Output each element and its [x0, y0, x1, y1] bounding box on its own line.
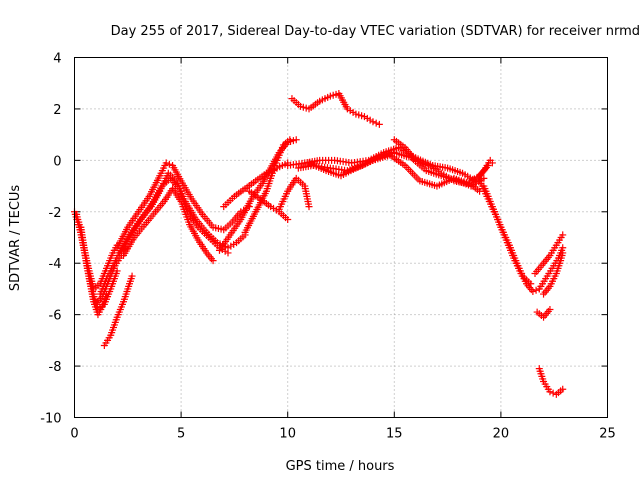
data-point: [527, 280, 535, 288]
data-point: [559, 249, 567, 257]
data-point: [102, 290, 110, 298]
data-point: [488, 159, 496, 167]
y-tick-label: -8: [49, 360, 62, 375]
data-point: [224, 249, 232, 257]
data-point: [559, 385, 567, 393]
data-point: [292, 136, 300, 144]
data-point: [546, 388, 554, 396]
data-point: [532, 286, 540, 294]
y-tick-label: -2: [49, 206, 62, 221]
x-tick-label: 10: [279, 427, 296, 442]
data-point: [484, 162, 492, 169]
y-tick-labels: -10 -8 -6 -4 -2 0 2 4: [40, 52, 61, 427]
data-point: [480, 174, 488, 182]
data-point: [165, 160, 173, 168]
x-tick-labels: 0 5 10 15 20 25: [70, 427, 615, 442]
x-axis-label: GPS time / hours: [286, 459, 395, 474]
data-point: [529, 288, 537, 295]
data-point: [546, 306, 554, 313]
y-axis-label: SDTVAR / TECUs: [8, 185, 23, 292]
axis-ticks: [74, 57, 608, 418]
x-tick-label: 15: [386, 427, 403, 442]
data-point: [128, 272, 136, 280]
y-tick-label: -4: [49, 257, 62, 272]
x-tick-label: 20: [493, 427, 510, 442]
grid-lines: [74, 57, 608, 418]
data-point: [113, 267, 121, 275]
data-point: [286, 136, 294, 144]
x-tick-label: 25: [599, 427, 616, 442]
y-tick-label: 2: [53, 103, 61, 118]
data-point: [559, 231, 567, 239]
x-tick-label: 0: [70, 427, 78, 442]
y-tick-label: 0: [53, 154, 61, 169]
y-tick-label: -6: [49, 309, 62, 324]
data-point: [375, 120, 383, 128]
y-tick-label: 4: [53, 52, 61, 67]
plot-frame: [74, 57, 608, 418]
x-tick-label: 5: [177, 427, 185, 442]
data-point: [372, 119, 380, 127]
data-point: [369, 118, 377, 126]
data-point: [284, 216, 292, 223]
data-point: [162, 159, 170, 167]
y-tick-label: -10: [40, 412, 61, 427]
chart-title: Day 255 of 2017, Sidereal Day-to-day VTE…: [111, 24, 640, 39]
data-points: [71, 90, 567, 398]
data-point: [209, 257, 217, 265]
data-point: [305, 203, 313, 211]
